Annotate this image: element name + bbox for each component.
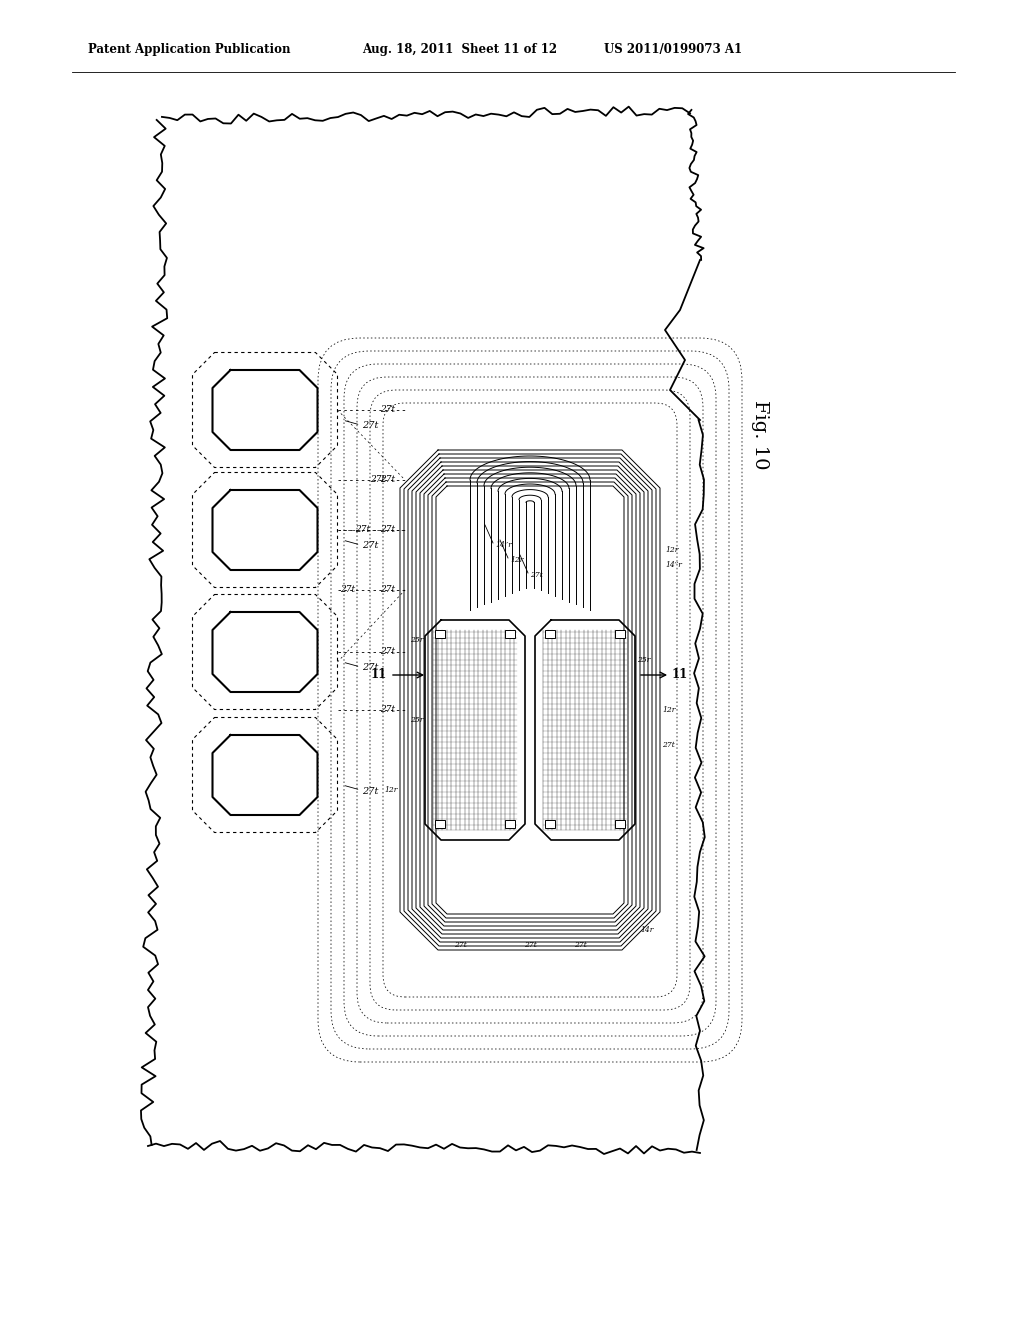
Text: 12r: 12r [510, 556, 523, 564]
Text: 27t: 27t [573, 941, 587, 949]
Polygon shape [425, 620, 525, 840]
Text: Aug. 18, 2011  Sheet 11 of 12: Aug. 18, 2011 Sheet 11 of 12 [362, 44, 557, 57]
Text: 27t: 27t [662, 741, 675, 748]
Text: 27t: 27t [362, 787, 379, 796]
Text: 11: 11 [371, 668, 387, 681]
Text: 27t: 27t [362, 541, 379, 550]
Text: 27t: 27t [355, 525, 370, 535]
Text: 27t: 27t [380, 705, 395, 714]
Bar [435, 820, 445, 828]
Text: 27t: 27t [362, 421, 379, 430]
Bar [505, 820, 515, 828]
Text: 27t: 27t [523, 941, 537, 949]
Bar [505, 630, 515, 638]
Bar [545, 630, 555, 638]
Bar [615, 630, 625, 638]
Polygon shape [213, 490, 317, 570]
Text: 25r: 25r [410, 636, 423, 644]
Text: 27t: 27t [340, 586, 355, 594]
Text: 25r: 25r [637, 656, 650, 664]
Text: 27t: 27t [380, 475, 395, 484]
Text: 27t: 27t [370, 475, 385, 484]
Polygon shape [535, 620, 635, 840]
Text: 27t: 27t [380, 525, 395, 535]
Text: 27t: 27t [530, 572, 543, 579]
Polygon shape [213, 370, 317, 450]
Text: 11: 11 [672, 668, 688, 681]
Text: 12r: 12r [662, 706, 676, 714]
Polygon shape [213, 612, 317, 692]
Bar [435, 630, 445, 638]
Text: 27t: 27t [380, 405, 395, 414]
Text: 14′′r: 14′′r [495, 541, 512, 549]
Polygon shape [213, 735, 317, 814]
Text: Patent Application Publication: Patent Application Publication [88, 44, 291, 57]
Text: 27t: 27t [454, 941, 467, 949]
Bar [545, 820, 555, 828]
Text: 27t: 27t [380, 648, 395, 656]
Bar [615, 820, 625, 828]
Text: US 2011/0199073 A1: US 2011/0199073 A1 [604, 44, 742, 57]
Text: 27t: 27t [362, 664, 379, 672]
Text: Fig. 10: Fig. 10 [751, 400, 769, 470]
Text: 14r: 14r [640, 927, 653, 935]
Text: 12r: 12r [385, 785, 398, 795]
Text: 14′′r: 14′′r [665, 561, 682, 569]
Text: 12r: 12r [665, 546, 678, 554]
Text: 25r: 25r [410, 715, 423, 723]
Text: 27t: 27t [380, 586, 395, 594]
